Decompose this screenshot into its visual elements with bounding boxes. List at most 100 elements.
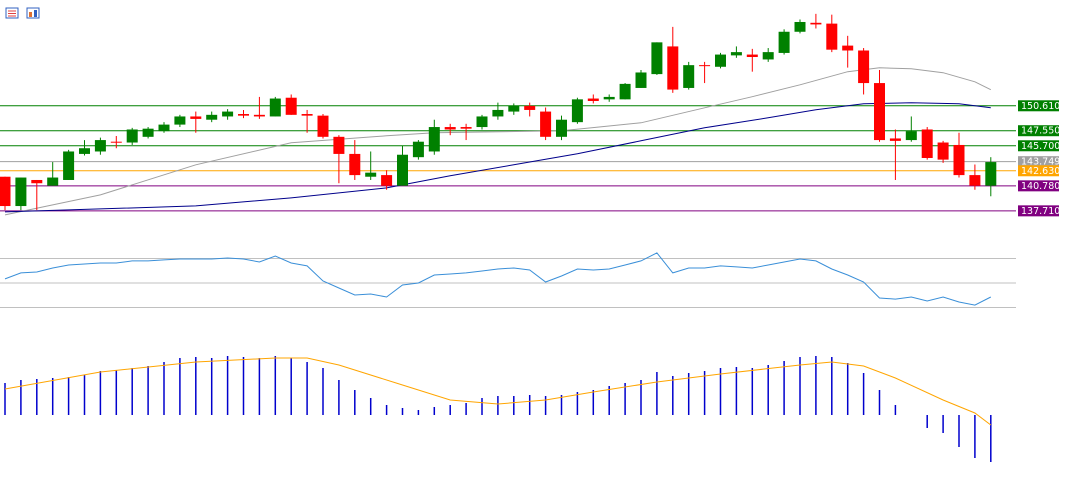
candle-body <box>397 154 408 186</box>
histogram-bar <box>115 370 118 415</box>
level-label: 145.700 <box>1021 141 1060 152</box>
candle-body <box>285 97 297 115</box>
candle-body <box>349 153 361 176</box>
candle-body <box>858 50 870 84</box>
histogram-bar <box>51 378 54 415</box>
histogram-bar <box>4 383 6 415</box>
candle-body <box>603 96 615 100</box>
candle-body <box>524 105 536 110</box>
histogram-bar <box>656 372 658 415</box>
level-label: 140.780 <box>1021 181 1060 192</box>
histogram-bar <box>258 358 261 415</box>
histogram-bar <box>703 371 706 415</box>
histogram-bar <box>322 368 324 415</box>
candle-body <box>238 114 249 116</box>
histogram-bar <box>672 376 674 415</box>
candle-body <box>460 127 472 129</box>
histogram-bar <box>735 367 738 415</box>
candle-body <box>826 23 838 50</box>
histogram-bar <box>576 392 579 415</box>
level-label: 142.630 <box>1021 166 1060 177</box>
candle-body <box>253 114 265 117</box>
candle-body <box>905 131 917 141</box>
histogram-bar <box>433 407 436 415</box>
candle-body <box>365 172 377 177</box>
histogram-bar <box>290 358 292 415</box>
candle-body <box>699 65 711 67</box>
level-label-bg <box>1018 125 1059 137</box>
histogram-bar <box>338 380 340 415</box>
candle-body <box>476 116 488 128</box>
candle-body <box>317 115 329 137</box>
histogram-bar <box>83 375 86 415</box>
level-label-bg <box>1018 156 1059 168</box>
candle-body <box>730 52 742 56</box>
indicator-line <box>4 102 991 213</box>
level-label-bg <box>1018 100 1059 112</box>
candle-body <box>635 72 647 88</box>
histogram-bar <box>528 395 531 415</box>
histogram-bar <box>719 368 722 415</box>
level-label: 137.710 <box>1021 206 1060 217</box>
icon-bar <box>34 10 37 17</box>
histogram-bar <box>67 377 70 415</box>
histogram-bar <box>974 415 976 458</box>
histogram-bar <box>767 365 769 415</box>
histogram-bar <box>481 398 483 415</box>
histogram-bar <box>147 366 149 415</box>
candle-body <box>492 109 504 117</box>
histogram-bar <box>799 357 801 415</box>
histogram-bar <box>449 405 451 415</box>
candle-body <box>412 141 424 158</box>
histogram-bar <box>369 398 372 415</box>
histogram-bar <box>608 386 610 415</box>
histogram-bar <box>179 358 181 415</box>
histogram-bar <box>862 373 865 415</box>
histogram-bar <box>385 405 388 415</box>
histogram-bar <box>751 368 754 415</box>
candle-body <box>667 46 679 90</box>
candle-body <box>301 114 313 116</box>
candle-body <box>953 144 965 176</box>
candle-body <box>206 114 218 120</box>
histogram-bar <box>624 383 626 415</box>
toolbar-icons[interactable] <box>5 7 40 19</box>
candle-body <box>31 179 43 184</box>
level-label-bg <box>1018 205 1059 217</box>
histogram-bar <box>20 380 22 415</box>
candle-body <box>746 54 758 58</box>
candle-body <box>269 98 281 117</box>
candle-body <box>571 99 583 123</box>
level-label-bg <box>1018 140 1059 152</box>
candle-body <box>174 116 186 125</box>
candle-body <box>556 119 567 137</box>
candle-body <box>810 22 822 25</box>
icon-chart[interactable] <box>26 7 40 19</box>
histogram-bar <box>163 362 165 415</box>
candle-body <box>508 105 520 112</box>
histogram-bar <box>640 380 642 415</box>
candle-body <box>651 42 663 75</box>
histogram-bar <box>274 356 277 415</box>
candle-body <box>0 176 11 207</box>
candle-body <box>921 129 933 158</box>
histogram-bar <box>131 368 133 415</box>
histogram-bar <box>497 396 499 415</box>
histogram-bar <box>544 396 547 415</box>
candle-body <box>428 127 440 152</box>
candle-body <box>333 136 345 154</box>
candle-body <box>889 138 901 141</box>
candle-body <box>15 177 27 207</box>
indicator-line <box>4 252 992 306</box>
candle-body <box>142 128 154 137</box>
indicator-line <box>4 67 992 216</box>
candle-body <box>969 175 981 186</box>
histogram-bar <box>417 410 420 415</box>
histogram-bar <box>687 373 690 415</box>
histogram-bar <box>99 371 102 415</box>
histogram-bar <box>878 390 881 415</box>
candle-body <box>444 127 456 130</box>
indicator-line <box>4 357 992 426</box>
